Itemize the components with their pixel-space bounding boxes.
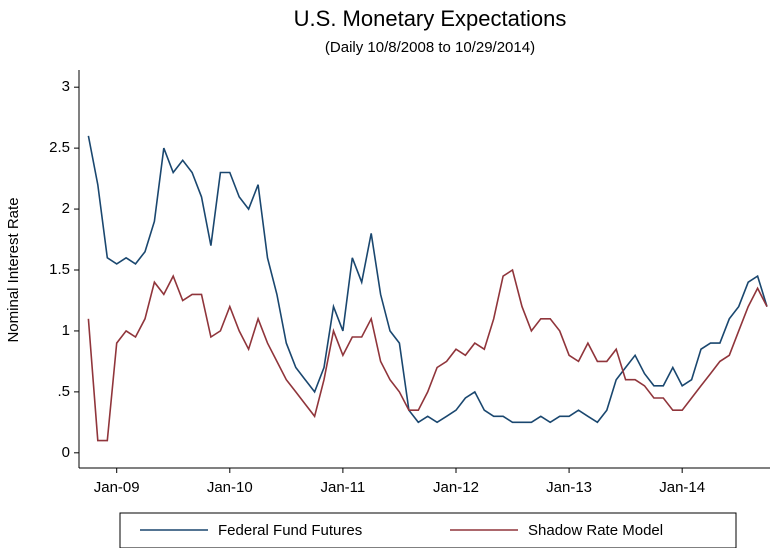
x-tick-label: Jan-11 [321, 479, 366, 496]
series-line [87, 268, 768, 442]
x-tick-label: Jan-12 [433, 479, 479, 496]
y-tick-label: .5 [57, 383, 70, 400]
y-tick-label: 1 [62, 322, 70, 339]
y-tick-label: 0 [62, 444, 70, 461]
chart-title: U.S. Monetary Expectations [294, 6, 567, 31]
y-tick-label: 3 [62, 78, 70, 95]
legend-label: Federal Fund Futures [218, 522, 362, 539]
x-tick-label: Jan-09 [94, 479, 140, 496]
series-line [87, 135, 768, 424]
y-tick-label: 2 [62, 200, 70, 217]
y-tick-label: 2.5 [49, 139, 70, 156]
legend-box [119, 512, 737, 549]
legend-label: Shadow Rate Model [528, 522, 663, 539]
x-tick-label: Jan-10 [207, 479, 253, 496]
x-tick-label: Jan-14 [659, 479, 705, 496]
x-tick-label: Jan-13 [546, 479, 592, 496]
y-tick-label: 1.5 [49, 261, 70, 278]
y-axis-label: Nominal Interest Rate [5, 197, 22, 342]
chart-subtitle: (Daily 10/8/2008 to 10/29/2014) [325, 39, 535, 56]
